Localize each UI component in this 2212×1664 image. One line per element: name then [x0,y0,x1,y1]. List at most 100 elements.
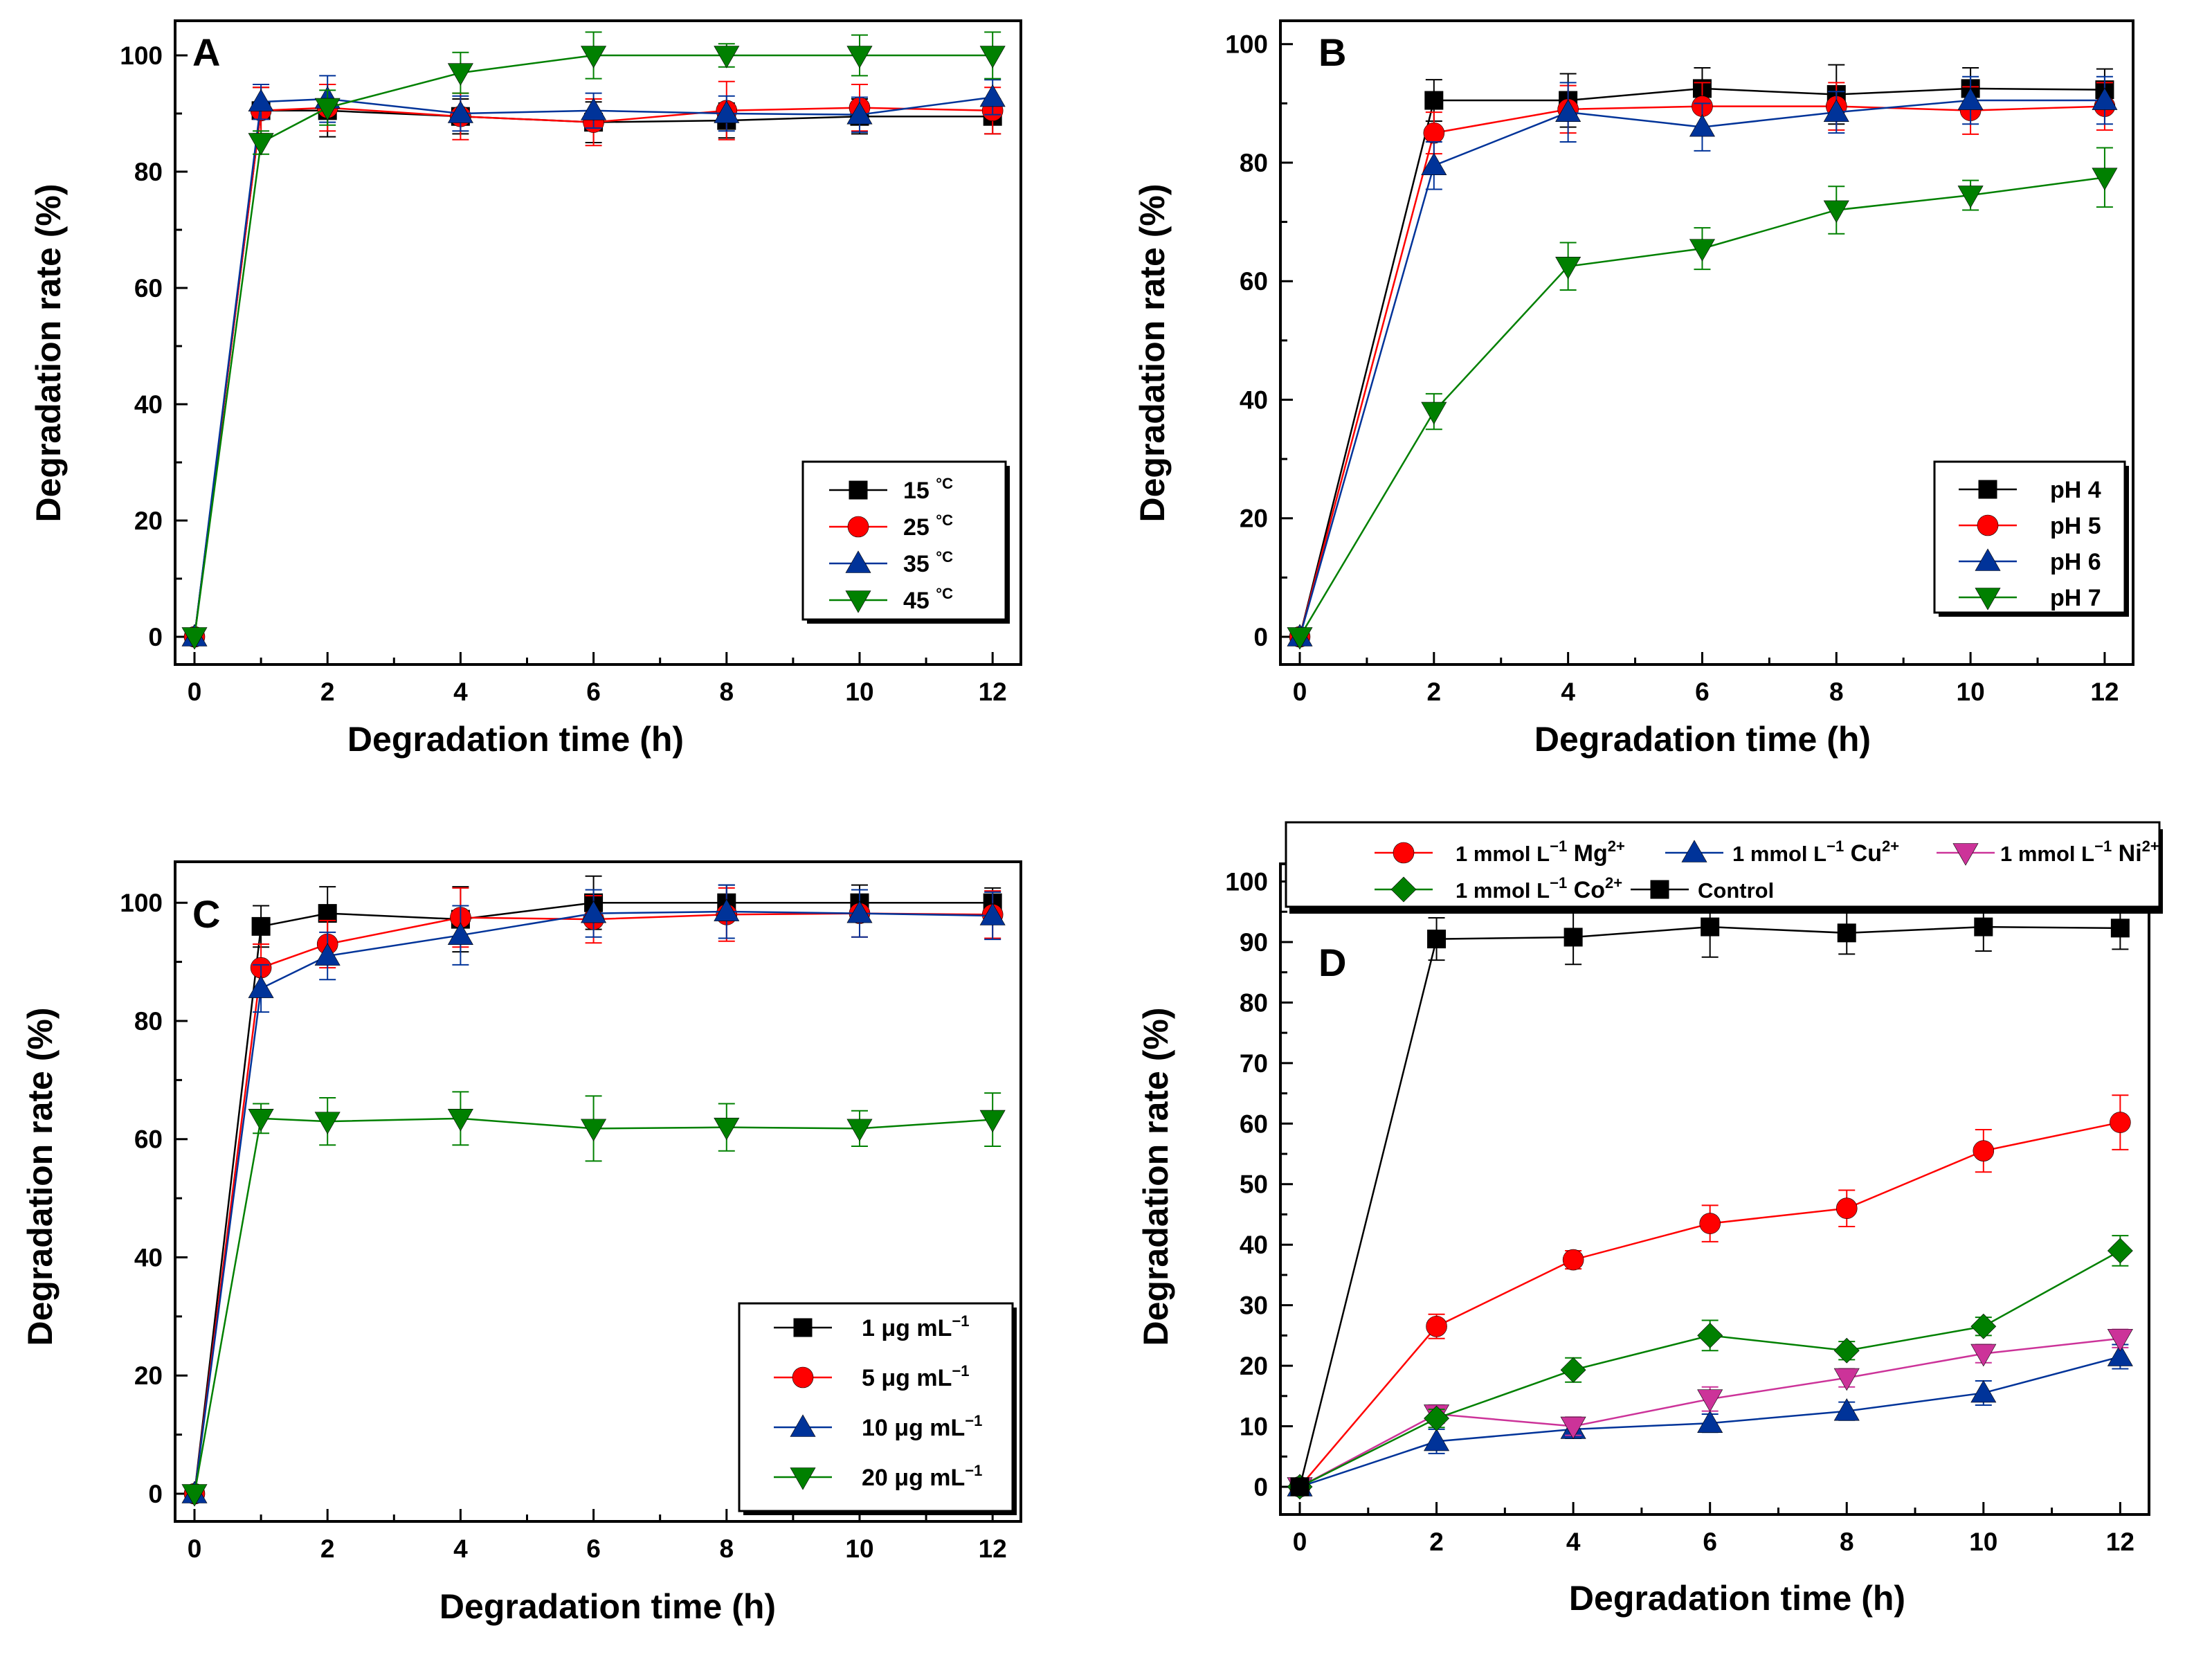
y-tick-label: 80 [1240,149,1268,177]
panel-c: 0 2 4 6 8 10 12 0 20 40 60 80 100 Degradation time (h… [21,860,1022,1626]
legend-marker [793,1318,813,1337]
legend-text: 1 mmol L [1732,842,1826,866]
data-point [1427,930,1447,949]
x-tick-label: 4 [453,1535,468,1563]
legend-text: Mg [1567,840,1608,867]
data-point [714,898,740,921]
x-tick-label: 4 [453,678,468,706]
legend-entry: 15 °C [903,475,953,504]
legend-sup: 2+ [2142,838,2159,855]
y-tick-label: 30 [1240,1292,1268,1320]
y-tick-label: 90 [1240,928,1268,957]
series-0 [1289,1094,2131,1498]
legend-entry: 35 °C [903,548,953,577]
legend-marker [845,590,871,613]
y-tick-label: 20 [134,507,163,535]
data-point [1957,87,1984,110]
legend-text: Control [1698,878,1774,903]
data-point [1974,917,1993,937]
legend-sup: −1 [952,1312,969,1330]
data-point [1562,1249,1584,1271]
data-point [846,900,873,923]
legend-text: pH 6 [2050,549,2101,575]
data-point [2092,87,2118,110]
series-line [193,54,993,637]
data-point [318,904,337,923]
x-tick-label: 8 [1829,678,1844,706]
data-point [1555,257,1581,280]
y-tick-label: 0 [1253,1473,1268,1501]
legend-entry: 1 mmol L−1 Co2+ [1456,874,1622,903]
y-tick-label: 10 [1240,1413,1268,1441]
x-tick-label: 4 [1561,678,1575,706]
legend-entry: 1 mmol L−1 Cu2+ [1732,838,1899,867]
data-point [1424,1428,1450,1452]
x-tick-label: 0 [1293,1528,1307,1556]
y-tick-label: 0 [148,1480,163,1508]
data-point [714,1117,740,1141]
legend-text: Ni [2112,840,2141,867]
y-tick-label: 60 [134,274,163,302]
series-line [193,96,993,637]
legend-marker [792,1366,814,1389]
legend-entry: pH 7 [2050,585,2101,611]
data-point [1424,1405,1449,1431]
y-tick-label: 20 [134,1362,163,1390]
data-point [581,98,607,120]
legend-marker [1977,514,1999,536]
legend-marker [1681,840,1707,862]
x-tick-label: 12 [2090,678,2119,706]
data-point [1823,99,1849,122]
y-tick-label: 60 [1240,1110,1268,1138]
plot-frame [1279,862,2150,1516]
data-point [714,100,740,123]
data-point [581,46,607,69]
data-point [447,63,473,86]
legend-sup: −1 [952,1362,969,1380]
data-point [251,916,271,936]
x-tick-label: 0 [188,678,202,706]
data-point [1426,1315,1447,1337]
x-axis-title: Degradation time (h) [347,720,684,759]
legend-marker [1975,588,2001,611]
x-tick-label: 12 [979,1535,1007,1563]
y-tick-label: 20 [1240,505,1268,533]
y-tick-label: 100 [120,889,163,917]
legend-marker [1393,842,1415,864]
data-point [1973,1140,1995,1161]
data-point [2107,1344,2133,1366]
x-tick-label: 10 [845,1535,873,1563]
legend-marker [1390,876,1417,903]
plot-frame [1279,19,2134,666]
legend-entry: 5 μg mL−1 [862,1362,969,1391]
y-tick-label: 0 [1253,623,1268,651]
y-tick-label: 20 [1240,1352,1268,1380]
y-tick-label: 80 [134,1007,163,1036]
data-point [979,84,1006,107]
legend-marker [845,550,871,573]
data-point [314,943,341,966]
series-line [193,910,993,1494]
legend-entry: 1 mmol L−1 Mg2+ [1456,838,1625,867]
x-tick-label: 10 [845,678,873,706]
legend-text: pH 7 [2050,585,2101,611]
legend-sup: °C [936,548,953,566]
legend-text: 1 mmol L [1456,842,1550,866]
x-tick-label: 6 [1695,678,1710,706]
legend-sup: −1 [965,1412,982,1429]
legend-entry: 25 °C [903,512,953,541]
x-tick-label: 6 [586,678,601,706]
legend-text: 5 μg mL [862,1365,952,1391]
x-tick-label: 10 [1969,1528,1997,1556]
series-4 [1290,896,2130,1496]
legend-entry: 45 °C [903,585,953,614]
x-tick-label: 2 [320,1535,335,1563]
legend-entry: pH 5 [2050,513,2101,539]
y-tick-label: 0 [148,623,163,651]
legend: 1 μg mL−15 μg mL−110 μg mL−120 μg mL−1 [738,1302,1017,1515]
legend-sup: −1 [965,1462,982,1479]
x-tick-label: 4 [1566,1528,1581,1556]
data-point [1697,1410,1723,1433]
x-tick-label: 8 [719,1535,734,1563]
